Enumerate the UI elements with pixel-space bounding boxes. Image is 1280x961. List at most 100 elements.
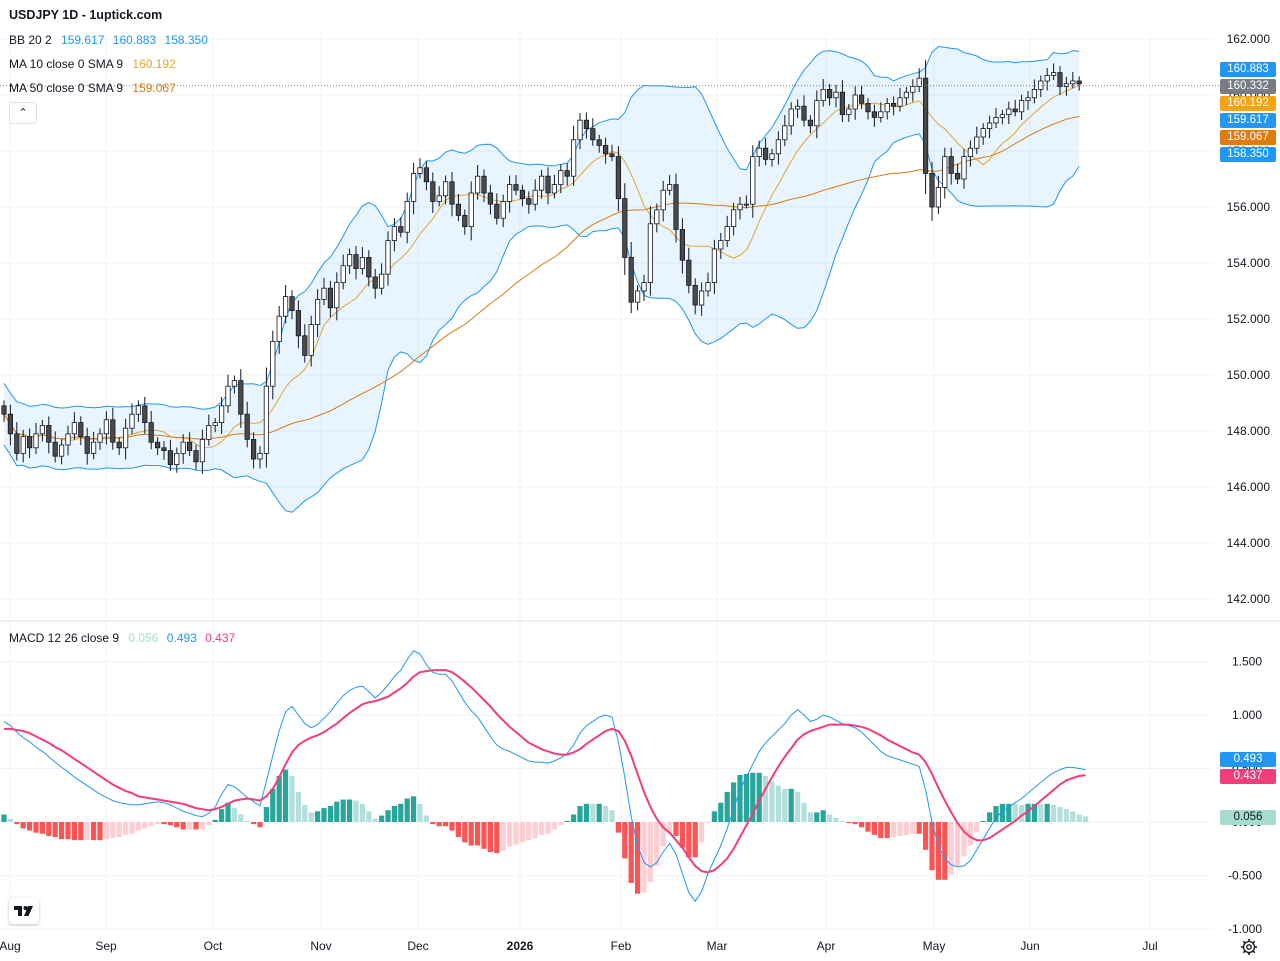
macd-histogram-bar: [462, 822, 468, 843]
macd-histogram-bar: [71, 822, 77, 841]
macd-histogram-bar: [7, 818, 13, 822]
candle-body: [756, 147, 762, 157]
candle-body: [795, 105, 801, 110]
time-tick-label: Dec: [407, 939, 428, 953]
macd-histogram-bar: [225, 802, 231, 822]
candle-body: [935, 186, 942, 208]
candle-body: [449, 181, 455, 205]
candle-body: [110, 419, 116, 443]
candle-body: [135, 405, 141, 415]
macd-histogram-bar: [404, 798, 410, 822]
candle-body: [590, 128, 596, 141]
candle-body: [161, 447, 167, 451]
macd-line: [3, 650, 1086, 903]
candle-body: [366, 256, 372, 278]
macd-histogram-bar: [321, 808, 327, 822]
price-tick-label: 144.000: [1227, 536, 1271, 550]
candle-body: [263, 385, 270, 454]
macd-histogram: [1, 769, 1089, 894]
candle-body: [891, 103, 897, 107]
macd-axis-tag: 0.056: [1220, 810, 1276, 825]
candle-body: [1038, 80, 1044, 90]
macd-signal-line: [4, 669, 1086, 874]
macd-histogram-bar: [379, 815, 385, 822]
candle-body: [564, 170, 570, 177]
candle-body: [353, 254, 359, 270]
candle-body: [654, 209, 660, 225]
candle-body: [346, 254, 353, 267]
macd-histogram-bar: [129, 822, 135, 834]
macd-histogram-bar: [1031, 803, 1037, 822]
macd-histogram-bar: [167, 822, 173, 826]
ma10-legend[interactable]: MA 10 close 0 SMA 9 160.192: [9, 57, 181, 71]
macd-histogram-bar: [955, 822, 961, 866]
macd-histogram-bar: [795, 792, 801, 822]
candle-body: [526, 198, 532, 205]
candle-body: [442, 181, 449, 197]
candle-body: [1051, 72, 1057, 76]
candle-body: [667, 184, 673, 191]
candle-body: [1057, 72, 1063, 87]
time-tick-label: Jun: [1020, 939, 1039, 953]
macd-histogram-bar: [622, 822, 628, 859]
macd-histogram-bar: [987, 812, 993, 822]
candle-body: [225, 385, 231, 407]
macd-histogram-bar: [628, 822, 634, 883]
candle-body: [571, 139, 577, 177]
candle-body: [52, 441, 58, 457]
candle-body: [942, 156, 948, 188]
candle-body: [1063, 83, 1069, 88]
macd-histogram-bar: [724, 792, 730, 822]
macd-histogram-bar: [974, 822, 980, 832]
macd-hist-value: 0.056: [128, 631, 159, 645]
macd-histogram-bar: [820, 810, 826, 822]
candle-body: [763, 147, 769, 160]
candle-body: [199, 438, 205, 463]
macd-histogram-bar: [679, 822, 685, 848]
macd-histogram-bar: [20, 822, 26, 829]
candle-body: [295, 310, 302, 337]
candle-body: [833, 91, 839, 99]
macd-legend[interactable]: MACD 12 26 close 9 0.056 0.493 0.437: [9, 631, 240, 645]
bb-legend[interactable]: BB 20 2 159.617 160.883 158.350: [9, 33, 213, 47]
macd-histogram-bar: [263, 807, 269, 822]
macd-histogram-bar: [532, 822, 538, 839]
time-tick-label: Nov: [310, 939, 331, 953]
candle-body: [487, 192, 494, 205]
candle-body: [532, 189, 538, 205]
macd-histogram-bar: [276, 775, 282, 822]
candle-body: [334, 282, 340, 309]
candle-body: [238, 380, 244, 415]
tradingview-logo-icon[interactable]: [9, 898, 39, 924]
candle-body: [622, 198, 628, 258]
candle-body: [84, 436, 90, 454]
candle-body: [603, 144, 609, 155]
macd-histogram-bar: [577, 805, 583, 822]
candle-body: [398, 226, 404, 233]
candle-body: [827, 89, 833, 99]
macd-histogram-bar: [238, 814, 244, 822]
ma50-legend[interactable]: MA 50 close 0 SMA 9 159.067: [9, 81, 181, 95]
macd-histogram-bar: [603, 805, 609, 822]
macd-histogram-bar: [833, 817, 839, 822]
collapse-legend-button[interactable]: ⌃: [9, 102, 37, 124]
gear-icon[interactable]: [1240, 938, 1258, 956]
macd-histogram-bar: [615, 822, 621, 833]
macd-histogram-bar: [308, 812, 314, 822]
candle-body: [750, 156, 756, 205]
time-tick-label: Feb: [611, 939, 632, 953]
candle-body: [711, 248, 718, 283]
candle-body: [154, 441, 161, 449]
candle-body: [673, 184, 679, 230]
time-tick-label: Sep: [95, 939, 117, 953]
macd-histogram-bar: [65, 822, 71, 840]
macd-histogram-bar: [635, 822, 641, 894]
macd-histogram-bar: [654, 822, 660, 866]
macd-histogram-bar: [910, 822, 916, 834]
candle-body: [878, 111, 884, 118]
candle-body: [513, 184, 519, 191]
candle-body: [206, 424, 212, 440]
macd-histogram-bar: [782, 788, 788, 822]
macd-histogram-bar: [571, 814, 577, 822]
